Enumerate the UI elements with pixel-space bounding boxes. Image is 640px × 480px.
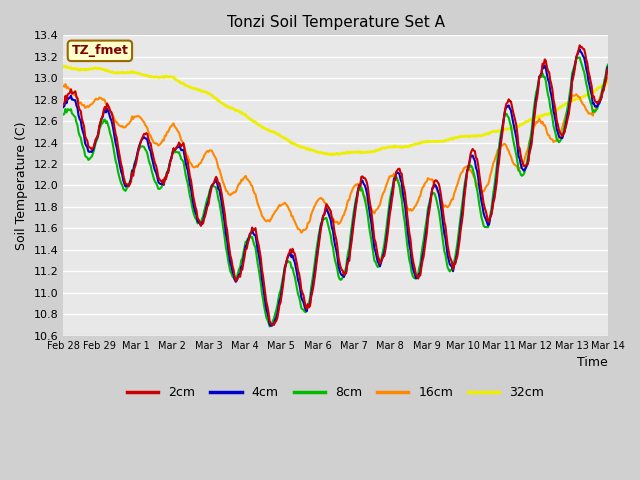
Y-axis label: Soil Temperature (C): Soil Temperature (C)	[15, 121, 28, 250]
X-axis label: Time: Time	[577, 356, 608, 369]
Text: TZ_fmet: TZ_fmet	[72, 44, 129, 57]
Title: Tonzi Soil Temperature Set A: Tonzi Soil Temperature Set A	[227, 15, 445, 30]
Legend: 2cm, 4cm, 8cm, 16cm, 32cm: 2cm, 4cm, 8cm, 16cm, 32cm	[122, 382, 549, 405]
